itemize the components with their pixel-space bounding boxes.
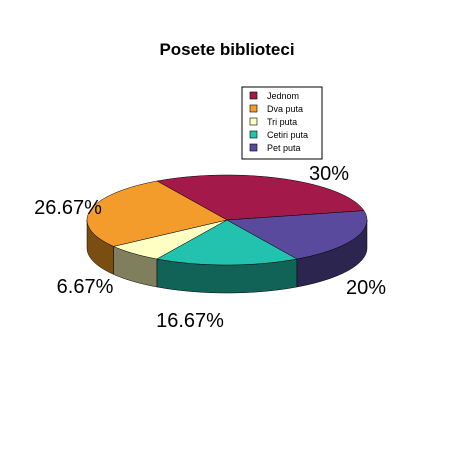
slice-pet-puta [226,210,368,260]
slice-tri-puta [112,219,228,260]
pct-label-jednom: 30% [309,163,349,185]
slice-jednom [156,174,365,221]
pct-label-dva-puta: 26.67% [34,197,102,219]
legend-swatch-dva-puta [249,104,258,113]
legend-swatch-cetiri-puta [249,130,258,139]
legend-label-cetiri-puta: Cetiri puta [267,130,308,140]
pct-label-cetiri-puta: 16.67% [156,310,224,332]
legend-swatch-tri-puta [249,117,258,126]
slice-cetiri-puta [156,219,298,266]
pie-sides [86,219,368,294]
legend-label-tri-puta: Tri puta [267,117,297,127]
legend: Jednom Dva puta Tri puta Cetiri puta Pet put… [241,86,323,160]
legend-label-jednom: Jednom [267,91,299,101]
chart-title: Posete biblioteci [159,40,294,59]
legend-label-dva-puta: Dva puta [267,104,303,114]
legend-label-pet-puta: Pet puta [267,143,301,153]
slice-dva-puta [86,180,228,247]
pie-slices [86,174,368,266]
pct-label-tri-puta: 6.67% [57,276,114,298]
pct-label-pet-puta: 20% [346,277,386,299]
pie-labels: 30% 26.67% 6.67% 16.67% 20% [34,163,386,332]
legend-swatch-jednom [249,91,258,100]
legend-swatch-pet-puta [249,143,258,152]
